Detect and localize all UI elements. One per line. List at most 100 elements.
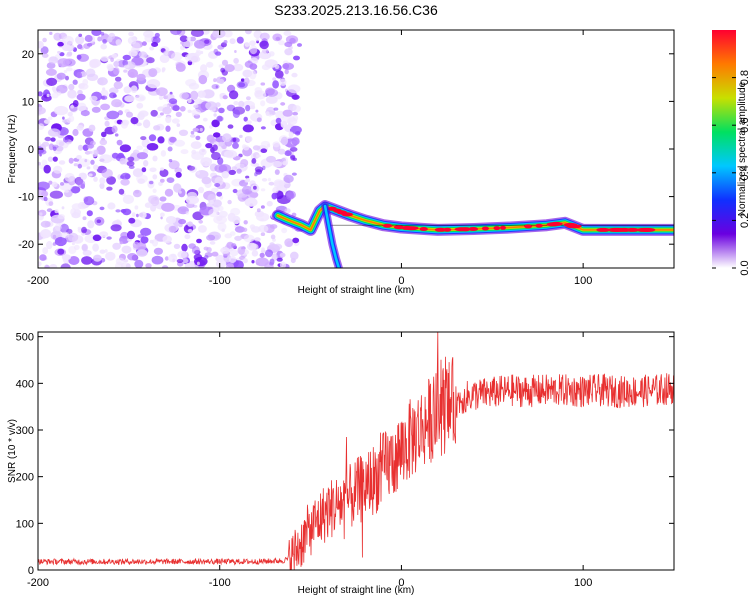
noise-speckle: [185, 195, 199, 205]
noise-speckle: [84, 34, 93, 43]
snr-xtick-label: -200: [27, 577, 49, 589]
noise-speckle: [66, 67, 73, 72]
noise-speckle: [289, 147, 298, 152]
noise-speckle: [149, 167, 157, 173]
noise-speckle: [161, 265, 169, 268]
noise-speckle: [38, 146, 45, 155]
noise-speckle: [114, 133, 119, 137]
noise-speckle: [45, 265, 50, 268]
spectrogram-xlabel: Height of straight line (km): [298, 285, 415, 296]
noise-speckle: [249, 70, 257, 80]
noise-speckle: [61, 44, 72, 51]
noise-speckle: [40, 220, 51, 228]
noise-speckle: [267, 143, 271, 148]
noise-speckle: [136, 73, 146, 81]
noise-speckle: [239, 255, 246, 260]
noise-speckle: [113, 67, 120, 75]
noise-speckle: [128, 50, 138, 57]
noise-speckle: [217, 222, 227, 231]
noise-speckle: [223, 40, 228, 44]
noise-speckle: [115, 209, 121, 213]
noise-speckle: [73, 244, 80, 250]
noise-speckle: [76, 71, 82, 79]
signal-hotspot: [481, 226, 489, 231]
noise-speckle: [288, 131, 294, 138]
noise-speckle: [76, 93, 86, 101]
noise-speckle: [134, 259, 144, 268]
noise-speckle: [61, 206, 65, 210]
figure-title: S233.2025.213.16.56.C36: [274, 2, 438, 18]
noise-speckle: [118, 188, 125, 195]
noise-speckle: [77, 163, 83, 169]
noise-speckle: [269, 262, 274, 266]
noise-speckle: [175, 111, 182, 118]
noise-speckle: [48, 180, 53, 185]
noise-speckle: [243, 145, 250, 151]
noise-speckle: [115, 76, 122, 82]
noise-speckle: [132, 189, 142, 198]
noise-speckle: [218, 64, 224, 68]
noise-speckle: [88, 143, 95, 149]
noise-speckle: [284, 41, 293, 48]
noise-speckle: [244, 197, 258, 207]
noise-speckle: [272, 33, 283, 42]
noise-speckle: [82, 78, 89, 86]
noise-speckle: [142, 119, 151, 129]
noise-speckle: [67, 111, 73, 117]
noise-speckle: [40, 229, 52, 239]
noise-speckle: [211, 251, 219, 257]
noise-speckle: [81, 244, 88, 251]
noise-speckle: [161, 202, 175, 212]
noise-speckle: [121, 245, 132, 254]
noise-speckle: [196, 171, 200, 175]
signal-hotspot: [626, 227, 639, 232]
noise-speckle: [131, 212, 136, 217]
snr-xlabel: Height of straight line (km): [298, 585, 415, 596]
noise-speckle: [204, 39, 210, 44]
noise-speckle: [96, 219, 102, 223]
noise-speckle: [93, 149, 99, 156]
noise-speckle: [195, 51, 201, 56]
noise-speckle: [111, 152, 119, 159]
noise-speckle: [110, 57, 114, 62]
noise-speckle: [239, 163, 245, 169]
noise-speckle: [192, 127, 199, 132]
noise-speckle: [39, 212, 43, 216]
noise-speckle: [273, 243, 283, 250]
noise-speckle: [77, 226, 82, 230]
noise-speckle: [292, 105, 301, 113]
noise-speckle: [231, 166, 238, 171]
noise-speckle: [251, 250, 259, 257]
noise-speckle: [222, 133, 232, 143]
noise-speckle: [119, 241, 123, 245]
noise-speckle: [186, 36, 191, 42]
noise-speckle: [86, 42, 93, 47]
noise-speckle: [256, 154, 261, 158]
noise-speckle: [54, 223, 62, 231]
noise-speckle: [208, 208, 219, 218]
signal-hotspot: [524, 224, 533, 229]
noise-speckle: [169, 136, 177, 143]
noise-speckle: [54, 236, 67, 247]
noise-speckle: [268, 51, 275, 57]
noise-speckle: [97, 77, 108, 86]
noise-speckle: [168, 160, 180, 170]
noise-speckle: [282, 109, 293, 117]
noise-speckle: [38, 161, 41, 166]
noise-speckle: [145, 263, 152, 268]
snr-xtick-label: -100: [209, 577, 231, 589]
noise-speckle: [292, 157, 298, 161]
noise-speckle: [164, 188, 174, 197]
noise-speckle: [218, 79, 225, 84]
noise-speckle: [260, 205, 265, 209]
noise-speckle: [57, 58, 70, 68]
noise-speckle: [213, 132, 221, 138]
noise-speckle: [168, 159, 173, 163]
signal-hotspot: [549, 221, 563, 226]
noise-speckle: [190, 90, 199, 101]
noise-speckle: [52, 234, 57, 240]
noise-speckle: [62, 119, 68, 123]
noise-speckle: [171, 52, 183, 61]
signal-hotspot: [454, 227, 471, 232]
noise-speckle: [93, 164, 99, 170]
